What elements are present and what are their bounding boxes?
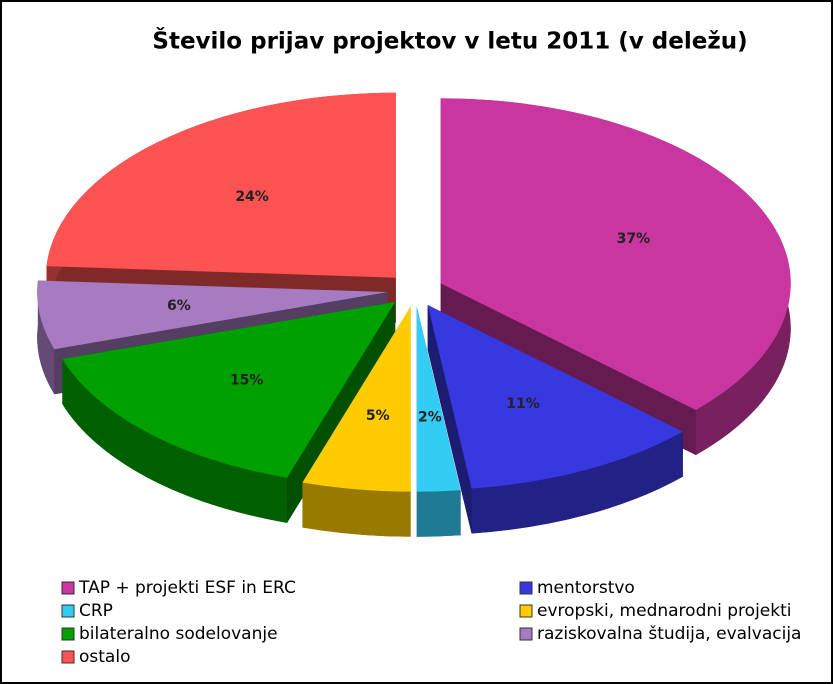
legend-label: raziskovalna študija, evalvacija <box>537 624 801 644</box>
pie-slice <box>37 280 388 350</box>
slice <box>302 306 411 537</box>
data-label: 2% <box>418 410 442 426</box>
legend-swatch <box>61 581 75 595</box>
legend-swatch <box>61 604 75 618</box>
legend-swatch <box>519 604 533 618</box>
data-label: 6% <box>167 298 191 314</box>
pie-slice <box>62 301 396 478</box>
pie-slice <box>416 306 461 492</box>
slice-wall <box>471 431 683 534</box>
chart-title: Število prijav projektov v letu 2011 (v … <box>152 27 747 55</box>
slice-wall <box>302 482 411 537</box>
data-label: 15% <box>230 372 264 388</box>
slice-wall <box>37 280 55 395</box>
slice <box>440 98 791 455</box>
pie-slice <box>427 304 683 489</box>
slice-wall <box>416 490 461 537</box>
data-label: 24% <box>235 189 269 205</box>
pie-slice <box>46 92 396 278</box>
slice <box>46 92 396 323</box>
slice <box>427 304 683 534</box>
legend-label: CRP <box>79 601 113 621</box>
slice-cut <box>427 304 472 534</box>
slice <box>416 306 461 537</box>
legend-label: mentorstvo <box>537 578 635 598</box>
legend-swatch <box>519 581 533 595</box>
data-label: 11% <box>506 396 540 412</box>
legend-label: evropski, mednarodni projekti <box>537 601 792 621</box>
legend-swatch <box>61 627 75 641</box>
data-label: 37% <box>617 231 651 247</box>
legend-label: bilateralno sodelovanje <box>79 624 278 644</box>
legend-label: TAP + projekti ESF in ERC <box>78 578 296 598</box>
slice-wall <box>62 359 288 523</box>
data-label: 5% <box>366 408 390 424</box>
legend-swatch <box>519 627 533 641</box>
pie-slice <box>302 306 411 492</box>
pie-slice <box>440 98 791 410</box>
legend-label: ostalo <box>79 647 130 667</box>
legend-swatch <box>61 650 75 664</box>
